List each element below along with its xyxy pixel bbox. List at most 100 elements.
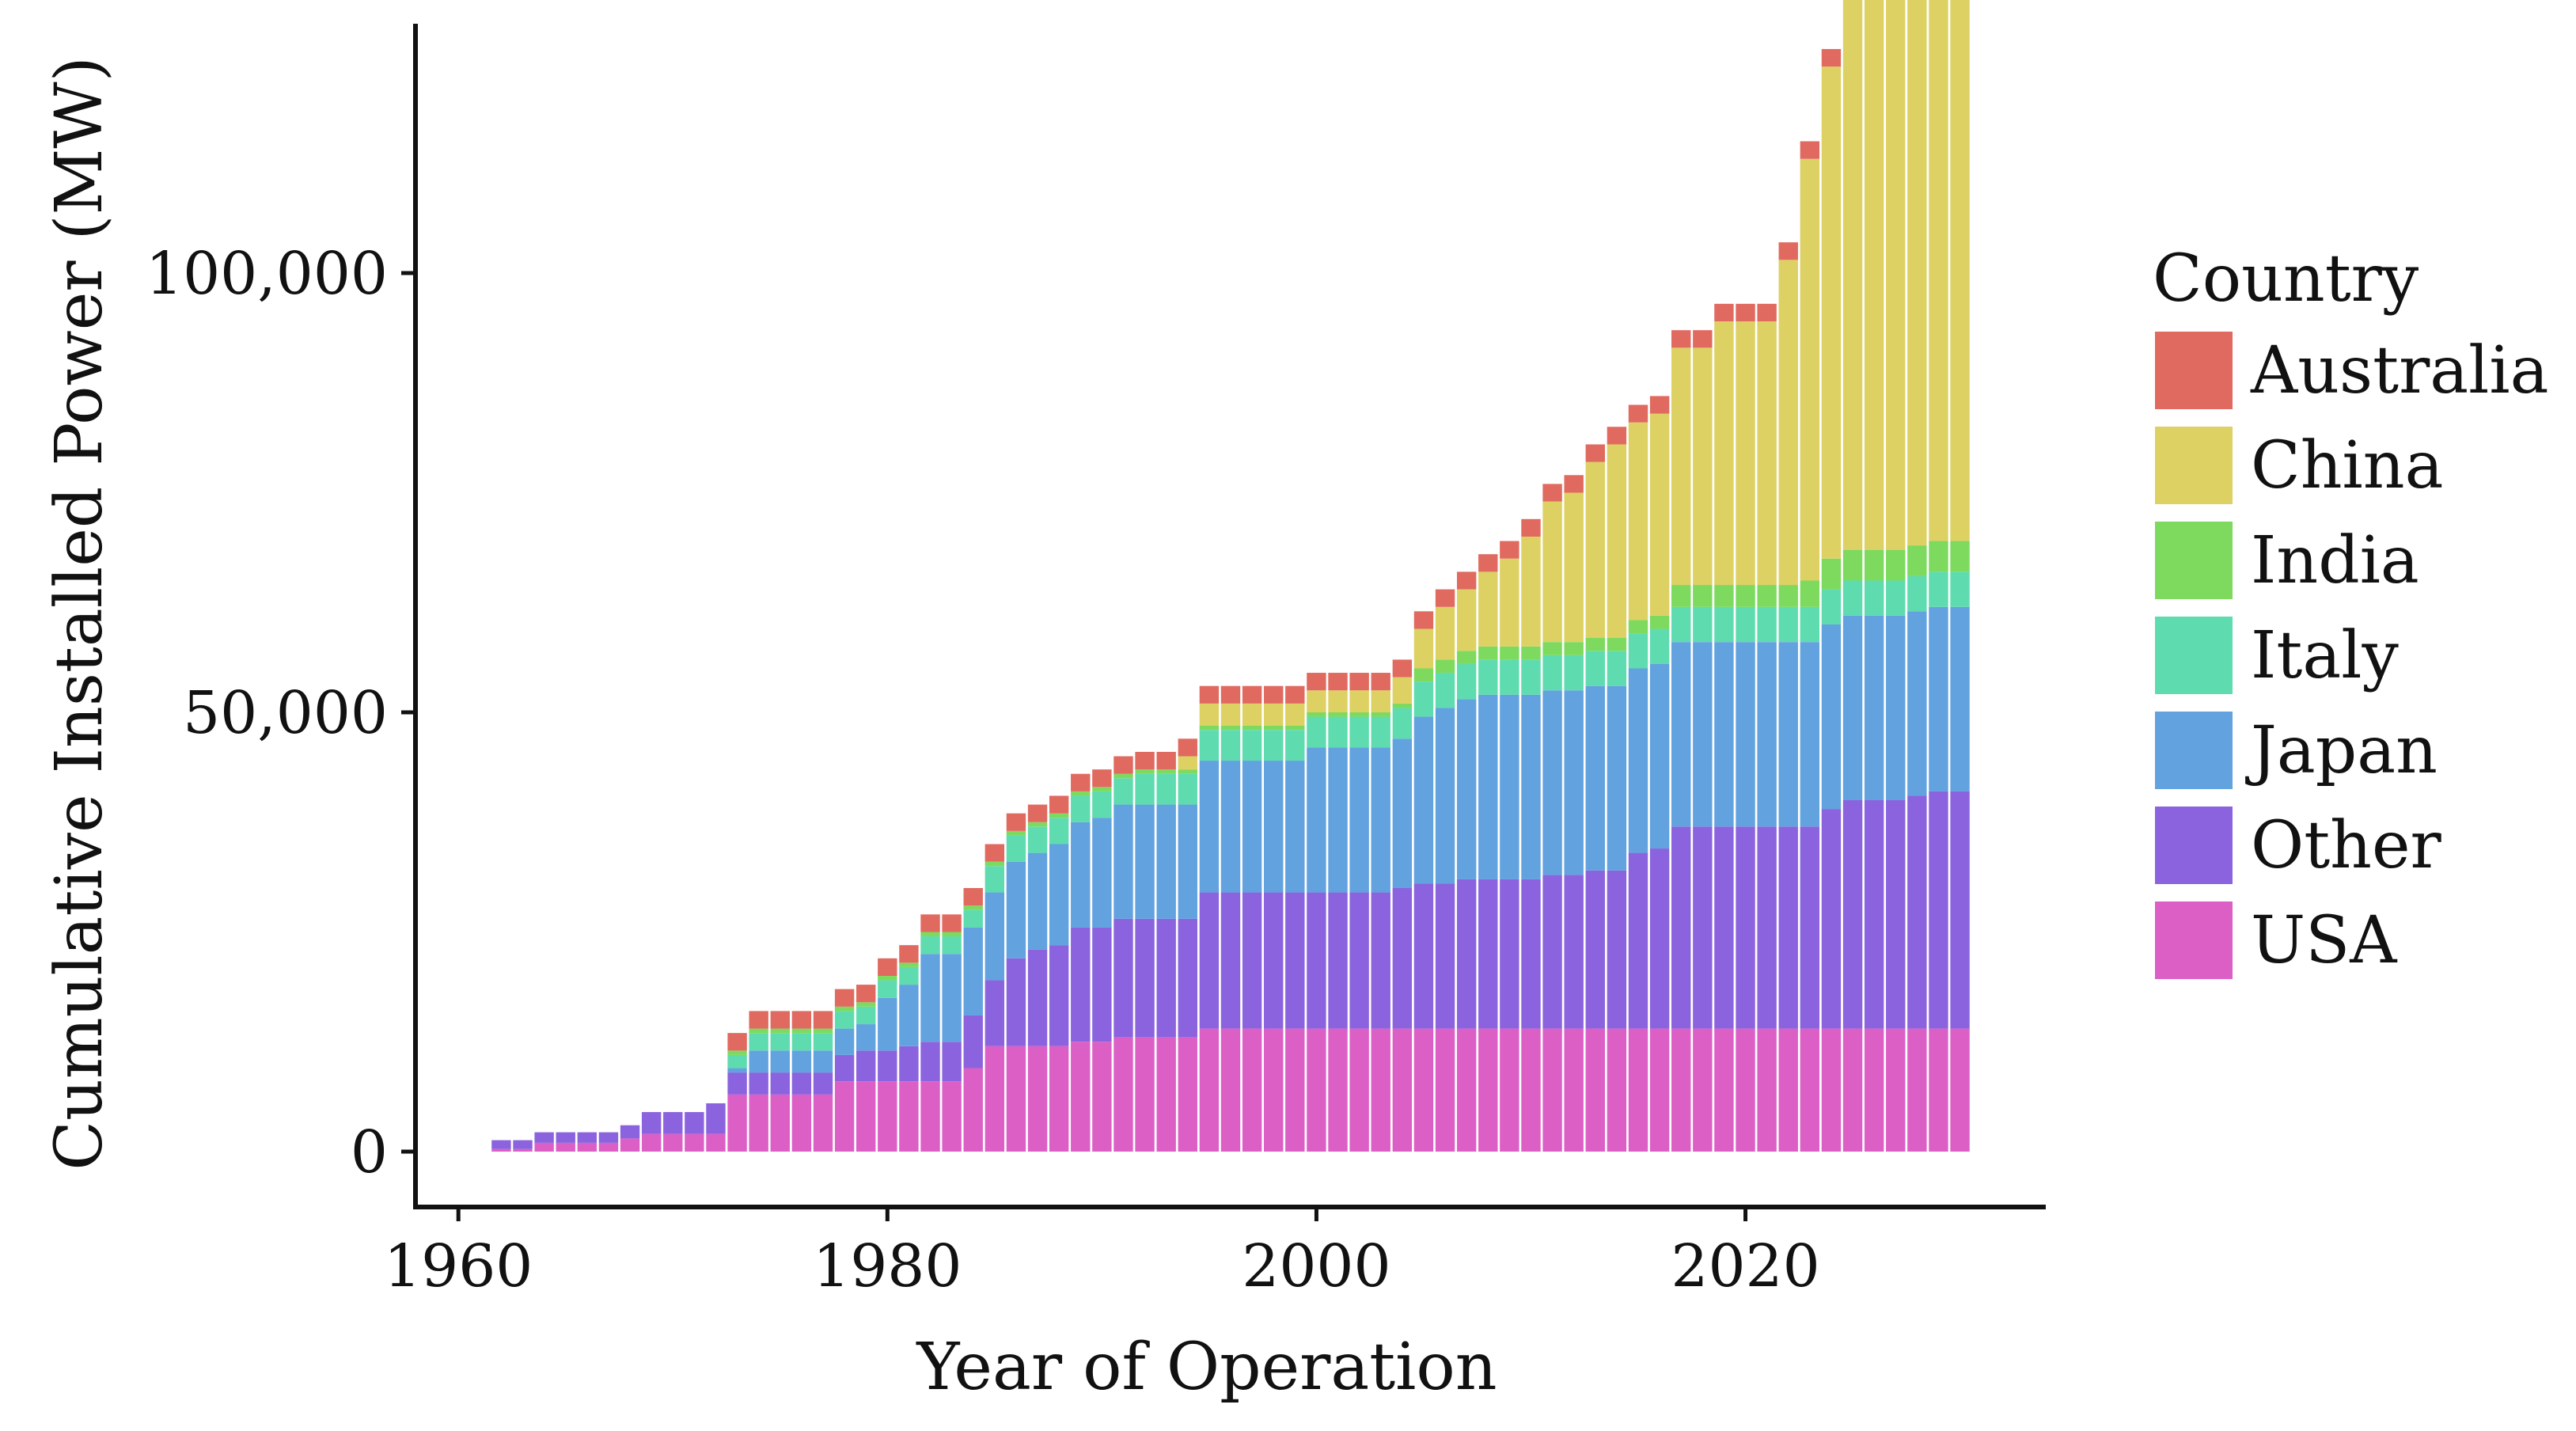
bar-italy-1977	[813, 1033, 833, 1051]
bar-other-2022	[1778, 826, 1798, 1029]
bar-china-2015	[1628, 422, 1648, 621]
bar-japan-1979	[856, 1024, 876, 1051]
bar-other-2004	[1392, 888, 1413, 1029]
bar-china-2017	[1671, 347, 1691, 586]
bar-china-2005	[1413, 628, 1434, 669]
y-axis-title: Cumulative Installed Power (MW)	[42, 56, 117, 1170]
bar-italy-2030	[1950, 571, 1970, 607]
bar-italy-1978	[834, 1011, 855, 1029]
bar-usa-1968	[620, 1138, 640, 1152]
bar-china-2001	[1328, 690, 1348, 712]
bar-china-2027	[1886, 0, 1906, 550]
bar-china-2004	[1392, 677, 1413, 704]
bar-japan-1973	[727, 1068, 747, 1073]
bar-japan-2004	[1392, 738, 1413, 888]
bar-italy-1983	[942, 936, 962, 955]
bar-china-1999	[1285, 703, 1305, 726]
legend-swatch-italy	[2153, 615, 2234, 696]
bar-other-1975	[770, 1072, 790, 1095]
bar-india-2018	[1693, 585, 1713, 607]
bar-india-2008	[1478, 646, 1498, 660]
bar-italy-1979	[856, 1006, 876, 1025]
bar-other-1984	[963, 1015, 983, 1069]
bar-italy-2016	[1649, 628, 1670, 664]
bar-other-2010	[1521, 879, 1541, 1029]
bar-usa-1999	[1285, 1028, 1305, 1152]
bar-australia-1974	[749, 1011, 768, 1029]
bar-india-1994	[1178, 769, 1197, 774]
bar-usa-2025	[1842, 1028, 1863, 1152]
bar-china-1998	[1264, 703, 1284, 726]
bar-italy-1976	[791, 1033, 812, 1051]
bar-other-1978	[834, 1054, 855, 1082]
bar-usa-2017	[1671, 1028, 1691, 1152]
bar-other-1968	[620, 1125, 640, 1139]
bar-australia-2002	[1349, 673, 1369, 691]
bar-australia-2010	[1521, 518, 1541, 537]
bar-usa-1971	[685, 1133, 704, 1152]
bar-other-1973	[727, 1072, 747, 1095]
bar-italy-1984	[963, 909, 983, 928]
bar-usa-2014	[1607, 1028, 1627, 1152]
bar-india-2009	[1500, 646, 1519, 660]
bar-india-1975	[770, 1028, 790, 1034]
bar-australia-2019	[1714, 303, 1734, 322]
bar-china-1995	[1199, 703, 1220, 726]
bar-other-1977	[813, 1072, 833, 1095]
bar-australia-2014	[1607, 427, 1627, 445]
bar-italy-2020	[1736, 606, 1755, 643]
bar-india-1982	[920, 932, 940, 937]
bar-other-2015	[1628, 852, 1648, 1029]
legend-label-japan: Japan	[2245, 713, 2438, 788]
bar-usa-1966	[577, 1142, 598, 1152]
bar-australia-2022	[1778, 242, 1798, 260]
bar-other-2009	[1500, 879, 1519, 1029]
bar-other-2016	[1649, 848, 1670, 1029]
bar-australia-1988	[1049, 795, 1069, 814]
bar-china-1997	[1242, 703, 1262, 726]
bar-other-2027	[1886, 800, 1906, 1029]
bar-usa-1986	[1006, 1046, 1026, 1152]
bar-italy-2024	[1821, 589, 1842, 624]
bar-japan-2015	[1628, 668, 1648, 853]
bar-usa-1984	[963, 1068, 983, 1152]
bar-japan-2007	[1456, 699, 1477, 879]
bar-italy-2001	[1328, 716, 1348, 748]
bar-italy-1996	[1220, 730, 1241, 761]
bar-india-2015	[1628, 620, 1648, 634]
bar-china-2024	[1821, 66, 1842, 559]
bar-india-2028	[1907, 545, 1927, 576]
bar-australia-1995	[1199, 685, 1220, 704]
bar-japan-1987	[1027, 852, 1048, 950]
bar-other-1998	[1264, 892, 1284, 1029]
bar-other-2012	[1564, 875, 1584, 1029]
bar-china-2030	[1950, 0, 1970, 541]
bar-australia-1998	[1264, 685, 1284, 704]
bar-other-1964	[534, 1132, 554, 1143]
bar-other-1994	[1178, 918, 1197, 1038]
bar-usa-2022	[1778, 1028, 1798, 1152]
bar-italy-1997	[1242, 730, 1262, 761]
bar-other-2001	[1328, 892, 1348, 1029]
legend-label-other: Other	[2251, 808, 2442, 883]
x-tick-label: 1960	[384, 1232, 533, 1300]
bar-series-group	[491, 0, 1970, 1152]
bar-japan-2006	[1435, 708, 1455, 884]
bar-other-1976	[791, 1072, 812, 1095]
bar-italy-2018	[1693, 606, 1713, 643]
bar-italy-2027	[1886, 580, 1906, 616]
bar-australia-2005	[1413, 611, 1434, 629]
bar-china-2018	[1693, 347, 1713, 586]
bar-italy-1993	[1156, 773, 1176, 805]
bar-italy-2022	[1778, 606, 1798, 643]
bar-usa-1982	[920, 1081, 940, 1152]
bar-india-2016	[1649, 615, 1670, 629]
bar-india-2025	[1842, 549, 1863, 581]
bar-other-1985	[984, 980, 1005, 1046]
bar-australia-2011	[1542, 484, 1562, 502]
bar-other-1974	[749, 1072, 768, 1095]
bar-china-2013	[1585, 461, 1605, 638]
bar-india-1978	[834, 1006, 855, 1012]
bar-italy-1990	[1092, 791, 1112, 818]
